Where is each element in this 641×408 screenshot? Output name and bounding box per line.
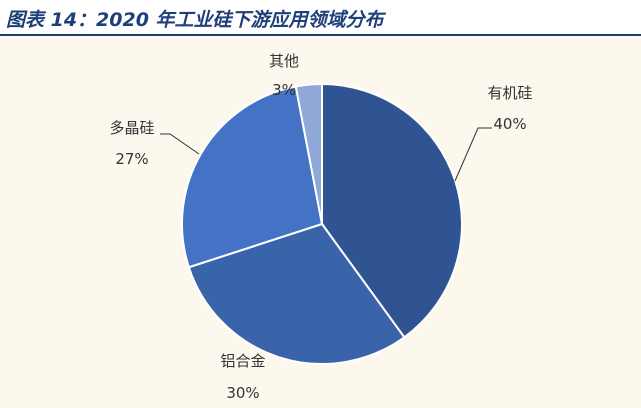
slice-name-aluminum-alloy: 铝合金 bbox=[220, 352, 265, 370]
leader-line-silicone bbox=[454, 127, 492, 182]
slice-value-silicone: 40% bbox=[493, 115, 526, 133]
pie-slice-other bbox=[294, 82, 323, 225]
chart-title: 图表 14：2020 年工业硅下游应用领域分布 bbox=[6, 9, 384, 31]
slice-name-silicone: 有机硅 bbox=[487, 84, 532, 102]
slice-value-aluminum-alloy: 30% bbox=[226, 384, 259, 402]
slice-value-polysilicon: 27% bbox=[115, 150, 148, 168]
slice-labels: 有机硅 40% 铝合金 30% 多晶硅 27% 其他 3% bbox=[109, 52, 532, 402]
title-bar: 图表 14：2020 年工业硅下游应用领域分布 bbox=[0, 0, 641, 36]
leader-line-polysilicon bbox=[160, 133, 200, 155]
pie-slice-aluminum-alloy bbox=[187, 222, 406, 365]
pie-slice-polysilicon bbox=[181, 85, 324, 269]
slice-value-other: 3% bbox=[272, 81, 296, 99]
leader-lines bbox=[160, 127, 492, 182]
slice-name-polysilicon: 多晶硅 bbox=[109, 119, 154, 137]
pie-chart: 有机硅 40% 铝合金 30% 多晶硅 27% 其他 3% bbox=[109, 52, 532, 402]
slice-name-other: 其他 bbox=[269, 52, 299, 70]
pie-slices bbox=[181, 82, 463, 365]
